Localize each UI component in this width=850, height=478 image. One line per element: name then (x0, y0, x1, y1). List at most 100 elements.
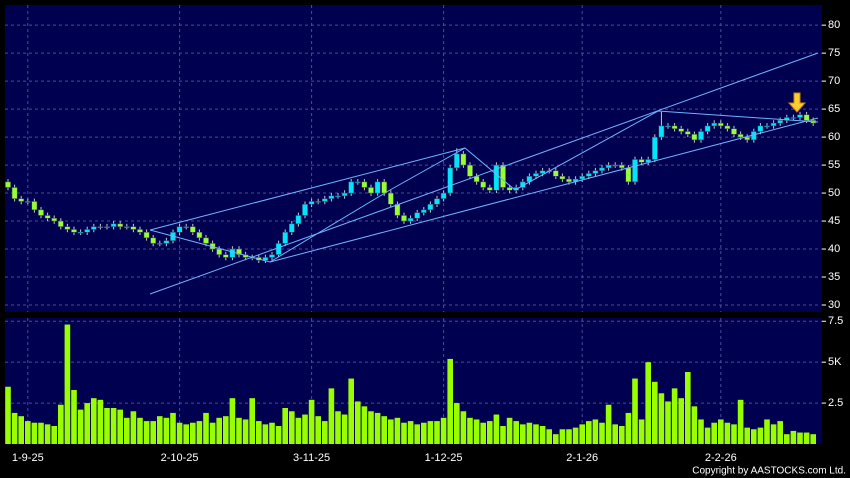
volume-bar (586, 421, 592, 444)
volume-bar (559, 429, 566, 444)
candle-body (176, 226, 183, 233)
candle-body (770, 122, 777, 127)
candle-body (302, 204, 308, 216)
price-panel (5, 5, 822, 312)
volume-bar (434, 421, 440, 444)
volume-bar (553, 434, 559, 444)
candle-body (605, 164, 612, 169)
candle-body (222, 254, 229, 258)
volume-bar (487, 421, 493, 444)
candle-body (737, 134, 744, 138)
volume-bar (64, 324, 71, 444)
volume-bar (685, 372, 691, 444)
volume-bar (711, 422, 717, 444)
candle-body (757, 125, 764, 132)
volume-bar (652, 381, 658, 444)
volume-bar (658, 393, 665, 444)
candle-body (275, 243, 282, 255)
candle-body (599, 167, 605, 171)
candle-body (262, 257, 269, 261)
trend-lines (149, 52, 819, 295)
volume-bar (566, 429, 572, 444)
x-tick-label: 1-12-25 (425, 452, 463, 464)
candle-body (123, 226, 130, 228)
volume-bar (506, 417, 513, 444)
volume-bar (196, 421, 203, 444)
x-tick-label: 2-10-25 (161, 452, 199, 464)
volume-bar (143, 421, 150, 444)
volume-bar (777, 421, 783, 444)
trend-line (269, 117, 819, 263)
candle-body (374, 181, 381, 194)
candle-body (467, 164, 473, 177)
candle-body (592, 170, 599, 174)
marker-arrow (787, 92, 807, 113)
volume-bar (322, 421, 328, 444)
volume-bar (526, 422, 533, 444)
candle-body (381, 181, 388, 194)
volume-bar (11, 412, 18, 444)
x-tick-label: 2-1-26 (566, 452, 598, 464)
volume-bar (348, 378, 354, 444)
candle-body (354, 181, 361, 184)
volume-bar (38, 422, 44, 444)
candle-body (143, 231, 150, 239)
candle-body (717, 122, 724, 127)
candle-body (414, 212, 421, 219)
candle-body (559, 176, 566, 180)
volume-bar (315, 416, 321, 444)
volume-bar (770, 424, 777, 444)
volume-bar (91, 398, 97, 444)
volume-bar (110, 408, 117, 444)
volume-bar (104, 408, 110, 444)
candle-body (5, 181, 11, 188)
volume-bar (407, 421, 414, 444)
volume-bar (190, 422, 196, 444)
volume-bar (797, 432, 803, 444)
candle-body (130, 226, 137, 230)
volume-bar (440, 417, 447, 444)
volume-bar (275, 426, 282, 444)
candle-body (566, 178, 572, 183)
volume-bar (71, 390, 77, 444)
volume-bar (665, 401, 671, 444)
candle-body (368, 187, 374, 194)
candle-body (453, 153, 460, 169)
candle-body (189, 226, 196, 233)
volume-bar (539, 426, 546, 444)
volume-bar (5, 386, 11, 444)
volume-bar (31, 422, 38, 444)
volume-bar (223, 416, 229, 444)
candle-body (64, 226, 71, 230)
volume-bar (18, 416, 24, 444)
volume-tick-label: 5K (828, 356, 842, 368)
candle-body (321, 198, 328, 202)
candle-body (691, 134, 698, 141)
volume-bar (157, 416, 163, 444)
volume-bar (737, 399, 744, 444)
candle-body (236, 248, 242, 255)
candle-body (440, 192, 447, 199)
candle-body (282, 231, 289, 244)
candle-body (407, 217, 414, 222)
candle-body (38, 209, 44, 216)
trend-line (149, 110, 819, 263)
candle-body (18, 198, 25, 202)
candle-body (137, 229, 143, 233)
candle-body (348, 181, 355, 194)
candle-body (295, 215, 302, 225)
volume-bar (355, 401, 361, 444)
candle-body (539, 170, 546, 174)
candle-body (460, 153, 467, 166)
candle-body (764, 125, 770, 128)
volume-bar (790, 430, 797, 444)
volume-bar (282, 408, 288, 444)
volume-bar (520, 424, 526, 444)
candle-body (308, 201, 315, 205)
volume-bar (203, 412, 209, 444)
volume-bar (645, 362, 651, 444)
volume-bar (394, 417, 401, 444)
candle-body (434, 198, 440, 205)
volume-bar (58, 404, 64, 444)
candle-body (777, 120, 784, 124)
